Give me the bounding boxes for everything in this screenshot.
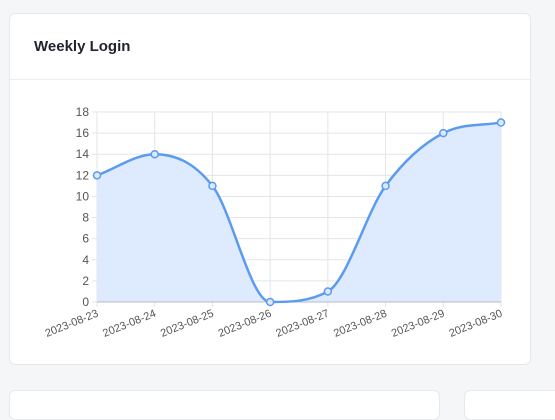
y-tick-label: 2: [82, 274, 89, 288]
x-tick-label: 2023-08-29: [390, 308, 447, 340]
x-tick-label: 2023-08-23: [43, 308, 100, 340]
data-point: [92, 171, 102, 180]
y-tick-label: 4: [82, 253, 89, 267]
data-point: [208, 181, 217, 191]
data-point: [150, 149, 159, 159]
weekly-login-card: Weekly Login 0 2 4 6 8 10 12 14 16 18 2023-08-23 20…: [9, 13, 531, 365]
data-point: [496, 118, 506, 127]
x-tick-label: 2023-08-24: [101, 308, 158, 340]
y-tick-label: 6: [82, 232, 89, 246]
card-header: Weekly Login: [10, 14, 530, 80]
tertiary-card: [464, 390, 555, 420]
data-point: [381, 181, 390, 191]
y-tick-label: 10: [76, 189, 90, 203]
secondary-card: [9, 390, 440, 420]
x-tick-label: 2023-08-27: [274, 308, 331, 340]
x-tick-label: 2023-08-28: [332, 308, 389, 340]
y-tick-label: 8: [82, 211, 89, 225]
x-tick-label: 2023-08-30: [447, 308, 504, 340]
y-tick-label: 16: [76, 126, 90, 140]
data-point: [323, 287, 333, 296]
y-tick-label: 18: [76, 105, 90, 119]
y-tick-label: 0: [82, 295, 89, 309]
x-tick-label: 2023-08-25: [159, 308, 216, 340]
y-tick-label: 14: [76, 147, 90, 161]
y-tick-label: 12: [76, 168, 90, 182]
series-line: [96, 121, 502, 304]
data-point: [265, 297, 275, 307]
series-area: [97, 122, 501, 302]
x-tick-label: 2023-08-26: [217, 308, 274, 340]
card-title: Weekly Login: [34, 38, 131, 55]
data-point: [439, 128, 448, 138]
